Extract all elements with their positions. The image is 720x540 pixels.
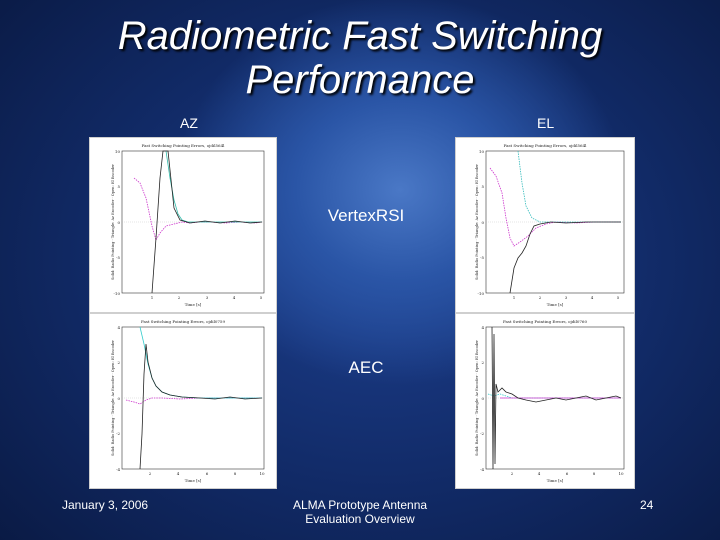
plot-aec-az: Fast Switching Pointing Errors, ojdil075…: [89, 313, 277, 489]
y-tick: 0: [481, 396, 484, 401]
row-label-vertexrsi: VertexRSI: [327, 206, 405, 225]
plot-vertexrsi-az-graphic: Fast Switching Pointing Errors, ojdil564…: [111, 143, 265, 307]
y-tick: -2: [480, 431, 484, 436]
x-tick: 6: [206, 471, 209, 476]
footer-center: ALMA Prototype Antenna Evaluation Overvi…: [270, 498, 450, 526]
x-tick: 4: [591, 295, 594, 300]
x-tick: 6: [566, 471, 569, 476]
series-radio: [139, 343, 263, 470]
row-label-aec: AEC: [348, 358, 384, 377]
series-el-encoder: [133, 177, 263, 242]
plot-title: Fast Switching Pointing Errors, ojdil564…: [504, 143, 588, 148]
x-tick: 4: [538, 471, 541, 476]
x-tick: 1: [513, 295, 516, 300]
y-tick: -2: [116, 431, 120, 436]
x-tick: 2: [178, 295, 181, 300]
plot-aec-az-graphic: Fast Switching Pointing Errors, ojdil075…: [111, 319, 265, 483]
x-tick: 10: [618, 471, 624, 476]
x-tick: 3: [206, 295, 209, 300]
y-tick: 10: [115, 149, 121, 154]
y-tick: -4: [116, 467, 120, 472]
y-axis-label: Solid: Radio Pointing · Triangle: Az Enc…: [111, 340, 115, 456]
x-tick: 2: [511, 471, 514, 476]
y-tick: 5: [481, 184, 484, 189]
y-tick: -4: [480, 467, 484, 472]
y-tick: 4: [481, 325, 484, 330]
series-radio: [509, 221, 621, 294]
y-tick: -5: [480, 255, 484, 260]
column-label-el: EL: [537, 115, 555, 131]
y-tick: 0: [481, 220, 484, 225]
x-tick: 2: [539, 295, 542, 300]
x-tick: 4: [177, 471, 180, 476]
plot-vertexrsi-az: Fast Switching Pointing Errors, ojdil564…: [89, 137, 277, 313]
x-tick: 4: [233, 295, 236, 300]
series-az-encoder: [517, 150, 621, 223]
x-tick: 5: [617, 295, 620, 300]
x-tick: 5: [260, 295, 263, 300]
x-tick: 10: [259, 471, 265, 476]
plot-aec-el: Fast Switching Pointing Errors, ojdil076…: [455, 313, 635, 489]
y-tick: 10: [479, 149, 485, 154]
plot-title: Fast Switching Pointing Errors, ojdil075…: [141, 319, 226, 324]
plot-title: Fast Switching Pointing Errors, ojdil564…: [142, 143, 226, 148]
series-az-encoder: [165, 150, 262, 223]
series-el-encoder: [489, 167, 621, 247]
x-tick: 1: [151, 295, 154, 300]
plot-aec-el-graphic: Fast Switching Pointing Errors, ojdil076…: [475, 319, 625, 483]
y-tick: 5: [117, 184, 120, 189]
x-tick: 2: [149, 471, 152, 476]
footer-date: January 3, 2006: [62, 498, 149, 512]
series-az-encoder: [139, 326, 262, 399]
y-axis-label: Solid: Radio Pointing · Triangle: Az Enc…: [475, 340, 479, 456]
plot-title: Fast Switching Pointing Errors, ojdil076…: [503, 319, 588, 324]
x-axis-label: Time [s]: [185, 302, 202, 307]
x-axis-label: Time [s]: [185, 478, 202, 483]
series-radio: [491, 326, 622, 470]
x-axis-label: Time [s]: [547, 478, 564, 483]
x-tick: 8: [234, 471, 237, 476]
y-tick: 2: [117, 360, 120, 365]
y-tick: 0: [117, 220, 120, 225]
y-axis-label: Solid: Radio Pointing · Triangle: Az Enc…: [475, 164, 479, 280]
footer-center-line-1: ALMA Prototype Antenna: [292, 498, 428, 512]
slide-title-line-2: Performance: [245, 58, 475, 102]
slide-title-line-1: Radiometric Fast Switching: [117, 14, 603, 58]
y-axis-label: Solid: Radio Pointing · Triangle: Az Enc…: [111, 164, 115, 280]
footer-page-number: 24: [640, 498, 654, 512]
slide-title: Radiometric Fast Switching Performance: [0, 14, 720, 102]
y-tick: -10: [478, 291, 485, 296]
x-tick: 3: [565, 295, 568, 300]
footer-center-line-2: Evaluation Overview: [305, 512, 415, 526]
plot-vertexrsi-el: Fast Switching Pointing Errors, ojdil564…: [455, 137, 635, 313]
y-tick: -5: [116, 255, 120, 260]
y-tick: 2: [481, 360, 484, 365]
y-tick: 4: [117, 325, 120, 330]
series-az-encoder: [487, 393, 621, 399]
column-label-az: AZ: [180, 115, 198, 131]
series-radio: [151, 150, 263, 294]
x-tick: 8: [593, 471, 596, 476]
y-tick: -10: [114, 291, 121, 296]
x-axis-label: Time [s]: [547, 302, 564, 307]
plot-vertexrsi-el-graphic: Fast Switching Pointing Errors, ojdil564…: [475, 143, 625, 307]
y-tick: 0: [117, 396, 120, 401]
